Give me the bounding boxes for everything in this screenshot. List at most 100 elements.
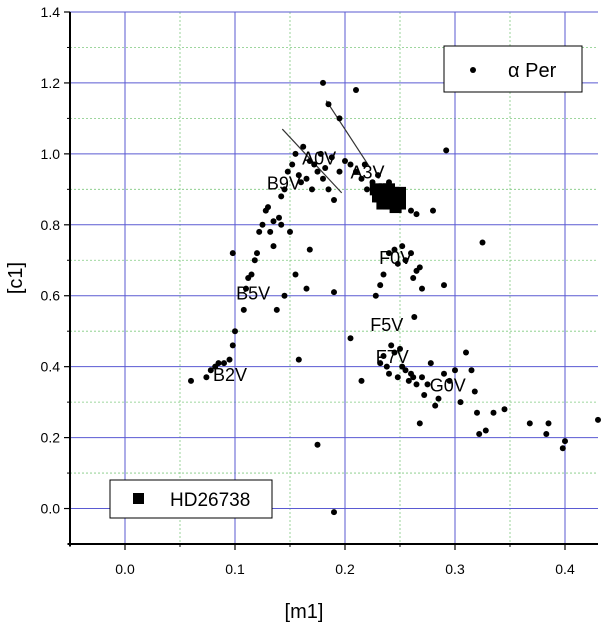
alpha-per-point <box>281 292 288 299</box>
alpha-per-point <box>383 363 390 370</box>
x-tick-label: 0.1 <box>225 561 245 577</box>
alpha-per-point <box>526 420 533 427</box>
alpha-per-point <box>595 416 601 423</box>
alpha-per-point <box>388 342 395 349</box>
alpha-per-point <box>287 228 293 235</box>
alpha-per-point <box>457 399 464 406</box>
alpha-per-point <box>474 409 480 416</box>
alpha-per-point <box>342 157 348 164</box>
alpha-per-point <box>270 218 277 225</box>
hd26738-point <box>376 197 389 210</box>
alpha-per-point <box>397 345 403 352</box>
alpha-per-point <box>295 172 302 179</box>
alpha-per-point <box>358 377 365 384</box>
y-axis-label: [c1] <box>5 262 27 294</box>
alpha-per-point <box>471 388 478 395</box>
alpha-per-point <box>254 250 260 257</box>
alpha-per-point <box>427 360 434 367</box>
alpha-per-point <box>243 285 249 292</box>
x-tick-label: 0.0 <box>115 561 135 577</box>
alpha-per-point <box>292 271 299 278</box>
alpha-per-point <box>347 161 354 168</box>
alpha-per-point <box>452 367 458 374</box>
alpha-per-point <box>278 193 285 200</box>
alpha-per-point <box>559 445 566 452</box>
legend-square-marker <box>133 493 144 504</box>
hd26738-point <box>394 186 406 199</box>
alpha-per-point <box>336 115 343 122</box>
alpha-per-point <box>430 207 436 214</box>
data-points <box>188 79 601 516</box>
x-tick-label: 0.3 <box>445 561 465 577</box>
alpha-per-point <box>411 314 418 321</box>
alpha-per-point <box>562 438 568 445</box>
y-tick-label: 0.2 <box>41 430 61 446</box>
alpha-per-point <box>311 161 318 168</box>
alpha-per-point <box>490 409 497 416</box>
spectral-labels: A0V A3V B9V B5V B2V F0V F5V F7V G0V <box>213 149 466 396</box>
alpha-per-point <box>289 161 296 168</box>
y-tick-label: 0.6 <box>41 288 61 304</box>
y-tick-label: 1.4 <box>41 4 61 20</box>
alpha-per-point <box>545 420 552 427</box>
alpha-per-point <box>347 335 354 342</box>
alpha-per-point <box>394 260 401 267</box>
alpha-per-point <box>295 356 302 363</box>
alpha-per-point <box>314 168 321 175</box>
alpha-per-point <box>386 250 392 257</box>
alpha-per-point <box>226 356 233 363</box>
alpha-per-point <box>408 207 414 214</box>
alpha-per-point <box>394 374 401 381</box>
alpha-per-point <box>441 282 447 289</box>
spectral-type-label: G0V <box>430 375 466 395</box>
alpha-per-point <box>377 282 384 289</box>
axes: 0.0 0.2 0.4 0.6 0.8 1.0 1.2 1.4 0.0 0.1 0.2 0.3 0.4 [… <box>5 4 598 623</box>
spectral-type-label: F0V <box>379 248 412 268</box>
y-tick-label: 0.0 <box>41 501 61 517</box>
alpha-per-point <box>309 186 315 193</box>
alpha-per-point <box>353 168 359 175</box>
alpha-per-point <box>281 186 288 193</box>
alpha-per-point <box>284 168 291 175</box>
alpha-per-point <box>358 175 365 182</box>
alpha-per-point <box>402 367 409 374</box>
alpha-per-point <box>265 204 271 211</box>
alpha-per-point <box>408 250 414 257</box>
alpha-per-point <box>336 168 343 175</box>
alpha-per-point <box>273 306 280 313</box>
alpha-per-point <box>421 392 428 399</box>
alpha-per-point <box>188 377 194 384</box>
alpha-per-point <box>402 257 409 264</box>
legend-dot-marker <box>470 67 476 73</box>
spectral-type-label: B2V <box>213 365 247 385</box>
alpha-per-point <box>207 367 214 374</box>
alpha-per-point <box>372 292 379 299</box>
spectral-type-label: A3V <box>351 163 385 183</box>
alpha-per-point <box>320 175 326 182</box>
alpha-per-point <box>463 349 469 356</box>
alpha-per-point <box>441 370 447 377</box>
alpha-per-point <box>419 374 425 381</box>
legend-bottom-label: HD26738 <box>170 490 250 511</box>
alpha-per-point <box>419 285 425 292</box>
alpha-per-point <box>203 374 210 381</box>
alpha-per-point <box>300 143 307 150</box>
spectral-type-label: B9V <box>267 173 301 193</box>
spectral-type-label: F5V <box>370 315 403 335</box>
alpha-per-point <box>267 228 274 235</box>
alpha-per-point <box>240 306 247 313</box>
alpha-per-point <box>259 221 266 228</box>
x-tick-label: 0.2 <box>335 561 355 577</box>
alpha-per-point <box>317 150 324 157</box>
spectral-type-label: F7V <box>376 347 409 367</box>
alpha-per-point <box>424 381 431 388</box>
alpha-per-point <box>320 79 326 86</box>
alpha-per-point <box>443 147 450 154</box>
alpha-per-point <box>325 186 332 193</box>
alpha-per-point <box>410 275 417 281</box>
alpha-per-point <box>331 289 337 296</box>
alpha-per-point <box>221 360 227 367</box>
alpha-per-point <box>391 246 398 253</box>
alpha-per-point <box>303 285 310 292</box>
